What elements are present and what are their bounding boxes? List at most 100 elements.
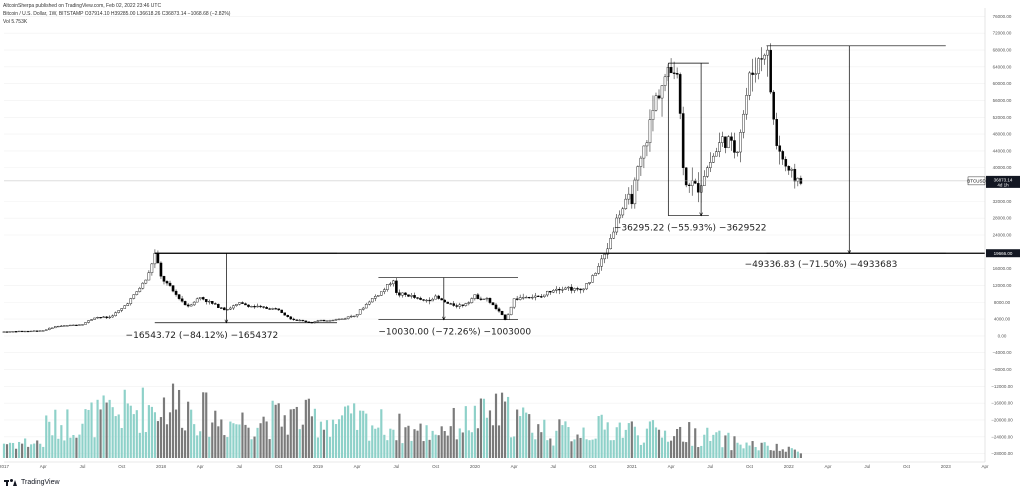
- candle-body-193: [585, 283, 588, 290]
- volume-bar-22: [69, 437, 72, 458]
- volume-bar-56: [171, 383, 175, 458]
- candle-body-113: [343, 318, 347, 320]
- volume-bar-60: [184, 430, 187, 458]
- volume-bar-236: [715, 432, 718, 458]
- candle-body-221: [669, 67, 673, 74]
- volume-bar-0: [2, 443, 6, 458]
- volume-bar-43: [132, 414, 135, 458]
- candle-body-238: [721, 136, 724, 143]
- volume-bar-83: [253, 436, 256, 458]
- candle-body-64: [195, 298, 199, 303]
- volume-bar-66: [202, 392, 205, 458]
- candle-body-84: [256, 305, 259, 308]
- x-tick-label-17: Apr: [668, 464, 676, 469]
- candle-body-16: [51, 327, 54, 329]
- annot-label-2019: −10030.00 (−72.26%) −1003000: [378, 328, 531, 338]
- volume-bar-248: [751, 441, 754, 458]
- volume-bar-193: [585, 439, 588, 458]
- volume-bar-51: [156, 421, 160, 458]
- volume-bar-119: [362, 410, 365, 458]
- candle-body-258: [781, 151, 785, 160]
- volume-bar-11: [36, 440, 39, 458]
- volume-bar-39: [120, 427, 123, 458]
- volume-bar-77: [235, 424, 238, 458]
- candle-body-95: [289, 316, 293, 320]
- volume-bar-90: [274, 404, 277, 458]
- volume-bar-70: [214, 410, 217, 458]
- volume-bar-183: [555, 430, 558, 458]
- candle-body-154: [467, 302, 471, 304]
- volume-bar-96: [292, 408, 295, 458]
- candle-body-169: [512, 298, 516, 308]
- volume-bar-20: [63, 440, 66, 458]
- candle-body-218: [660, 85, 664, 99]
- volume-bar-37: [114, 416, 117, 458]
- chart-header: AltcoinSherpa published on TradingView.c…: [3, 2, 230, 26]
- volume-bar-190: [576, 434, 579, 458]
- candle-body-138: [419, 297, 422, 300]
- volume-bar-182: [552, 445, 555, 458]
- volume-bar-127: [386, 440, 389, 458]
- candle-body-202: [612, 231, 616, 239]
- volume-bar-106: [322, 429, 326, 458]
- volume-bar-231: [700, 445, 703, 458]
- volume-bar-97: [295, 406, 298, 458]
- candle-body-83: [253, 306, 256, 308]
- y-tick-label-2: 68000.00: [993, 48, 1012, 53]
- candle-body-118: [358, 309, 362, 315]
- volume-bar-113: [343, 406, 347, 458]
- candle-body-137: [416, 297, 419, 299]
- candle-body-40: [123, 305, 127, 309]
- volume-bar-89: [271, 400, 274, 458]
- candle-body-158: [479, 298, 483, 300]
- volume-bar-131: [398, 413, 401, 458]
- candle-body-122: [370, 298, 374, 303]
- candle-body-55: [168, 282, 172, 286]
- candle-body-72: [220, 307, 223, 309]
- time-axis: 2017 Apr Jul Oct 2018 Apr Jul Oct 2019 Apr Jul Oct 2…: [0, 461, 989, 469]
- candle-body-199: [603, 253, 606, 260]
- candle-body-151: [458, 304, 462, 307]
- volume-bar-82: [250, 439, 253, 458]
- candle-body-13: [41, 330, 45, 332]
- y-tick-label-1: 72000.00: [993, 31, 1012, 36]
- volume-bar-42: [129, 405, 132, 458]
- volume-bar-140: [425, 425, 428, 458]
- candle-body-226: [684, 167, 688, 186]
- candle-body-184: [558, 288, 561, 291]
- volume-bar-67: [205, 392, 208, 458]
- volume-bar-160: [485, 417, 489, 458]
- volume-bar-251: [760, 442, 763, 458]
- annot-arrow-2021-mid: [699, 212, 703, 217]
- candle-body-125: [380, 291, 383, 296]
- volume-bar-85: [259, 423, 262, 458]
- volume-bar-91: [277, 403, 280, 458]
- volume-bar-171: [519, 416, 522, 458]
- volume-bar-246: [745, 442, 748, 458]
- volume-bar-31: [96, 399, 99, 458]
- tradingview-logo[interactable]: TradingView: [4, 478, 60, 486]
- volume-bar-40: [123, 389, 126, 458]
- volume-bar-80: [244, 424, 247, 458]
- candle-body-62: [189, 304, 193, 307]
- grid: [4, 16, 985, 454]
- candle-body-204: [618, 214, 622, 219]
- volume-bar-162: [491, 425, 495, 458]
- candle-body-89: [271, 308, 274, 310]
- volume-bar-262: [793, 449, 796, 458]
- candle-body-75: [229, 307, 232, 310]
- volume-bar-17: [54, 409, 57, 458]
- volume-bar-150: [455, 439, 458, 458]
- candle-body-1: [5, 331, 9, 333]
- candle-body-42: [129, 298, 133, 304]
- volume-bar-24: [75, 437, 78, 458]
- candle-body-192: [582, 288, 585, 291]
- candle-body-177: [536, 295, 540, 297]
- candle-body-36: [111, 315, 114, 318]
- candle-body-7: [23, 330, 27, 333]
- annot-arrow-2022: [847, 250, 852, 254]
- x-tick-label-5: Apr: [197, 464, 205, 469]
- candle-body-174: [527, 296, 531, 299]
- volume-bar-2: [8, 442, 12, 458]
